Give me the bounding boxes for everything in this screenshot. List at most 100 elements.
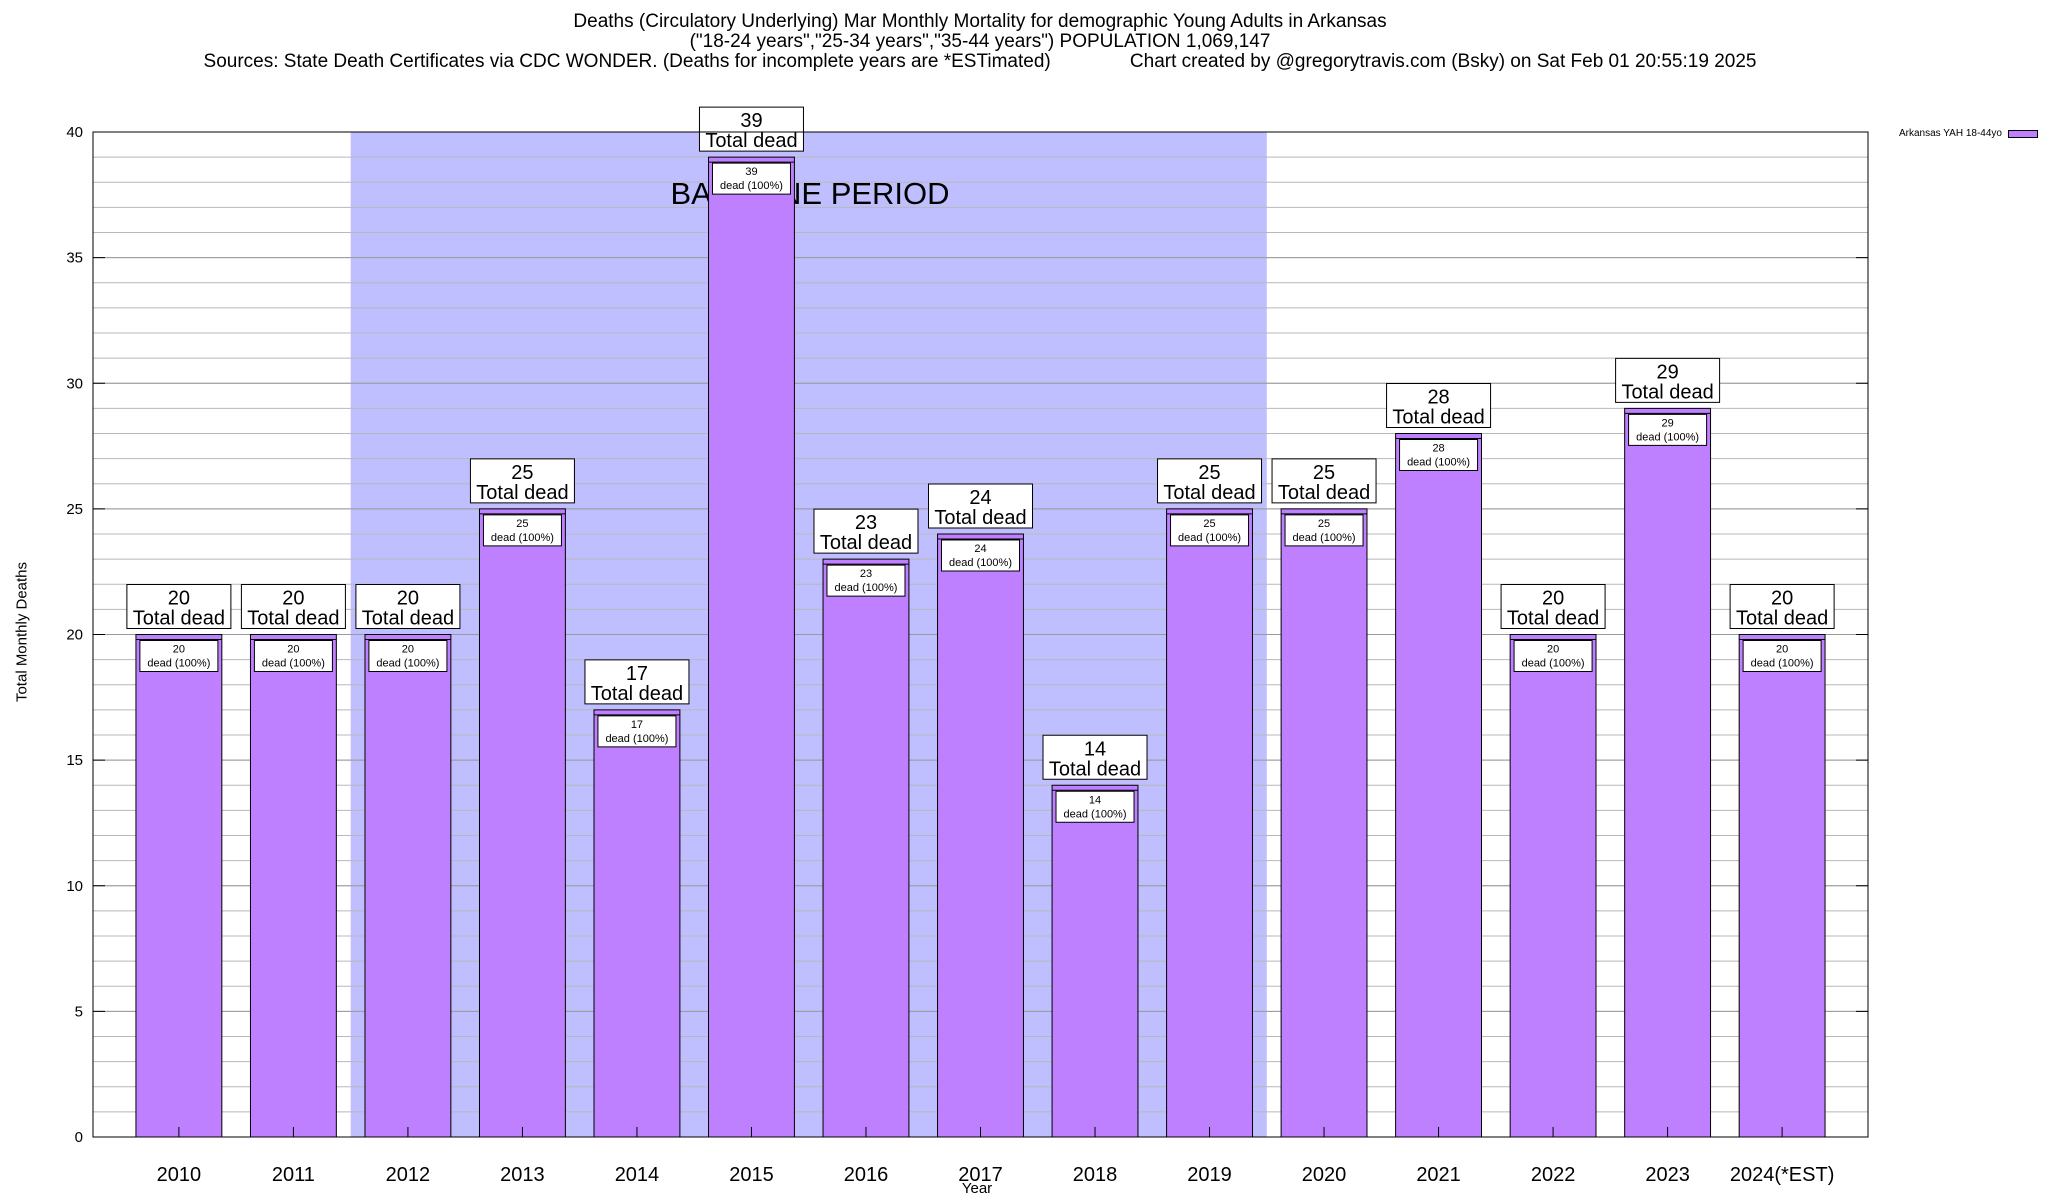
total-label-box (1157, 458, 1263, 504)
total-value-label: 20 (282, 588, 304, 610)
y-tick-label: 15 (66, 752, 83, 769)
x-tick-label: 2020 (1302, 1164, 1347, 1186)
total-value-label: 14 (1084, 738, 1106, 760)
inner-value-label: 25 (1318, 518, 1330, 530)
total-value-label: 20 (168, 588, 190, 610)
inner-percent-label: dead (100%) (1751, 658, 1814, 670)
chart-subtitle: ("18-24 years","25-34 years","35-44 year… (689, 31, 1271, 52)
inner-value-label: 39 (745, 166, 757, 178)
bar (1280, 508, 1368, 1138)
y-tick-label: 40 (66, 124, 83, 141)
x-tick-label: 2015 (729, 1164, 774, 1186)
total-label-box (1615, 357, 1721, 403)
x-tick-label: 2014 (615, 1164, 660, 1186)
inner-label-box (139, 640, 219, 672)
x-tick-label: 2013 (500, 1164, 545, 1186)
x-tick-label: 2010 (157, 1164, 202, 1186)
x-axis-label: Year (961, 1180, 993, 1197)
y-tick-label: 25 (66, 501, 83, 518)
total-text-label: Total dead (705, 130, 797, 152)
total-label-box (355, 584, 461, 629)
total-text-label: Total dead (1163, 482, 1255, 504)
inner-label-box (941, 539, 1020, 572)
x-tick-label: 2016 (844, 1164, 889, 1186)
inner-value-label: 25 (516, 518, 528, 530)
total-text-label: Total dead (820, 532, 912, 554)
total-value-label: 29 (1656, 361, 1678, 383)
total-text-label: Total dead (247, 608, 339, 630)
inner-value-label: 29 (1661, 417, 1673, 429)
inner-label-box (1284, 514, 1364, 547)
bar (593, 709, 681, 1138)
inner-value-label: 23 (860, 568, 872, 580)
total-value-label: 20 (397, 588, 419, 610)
bar (1166, 508, 1253, 1138)
total-label-box (698, 106, 804, 152)
bar (708, 156, 795, 1138)
inner-label-box (253, 640, 333, 672)
inner-value-label: 20 (1776, 644, 1788, 656)
inner-percent-label: dead (100%) (1293, 532, 1356, 544)
total-label-box (1386, 383, 1492, 428)
total-text-label: Total dead (476, 482, 568, 504)
bar (1624, 407, 1712, 1138)
total-text-label: Total dead (1736, 608, 1828, 630)
x-tick-label: 2012 (386, 1164, 431, 1186)
total-label-box (469, 458, 575, 504)
y-tick-label: 20 (66, 627, 83, 644)
total-label-box (1729, 584, 1835, 629)
x-tick-label: 2018 (1073, 1164, 1118, 1186)
inner-percent-label: dead (100%) (1522, 658, 1585, 670)
x-tick-label: 2024(*EST) (1730, 1164, 1835, 1186)
bar (1051, 784, 1139, 1138)
y-tick-label: 35 (66, 250, 83, 267)
bar (1738, 634, 1826, 1138)
bar (822, 558, 910, 1138)
inner-label-box (826, 564, 906, 597)
x-tick-label: 2011 (272, 1164, 315, 1186)
x-tick-label: 2019 (1187, 1164, 1232, 1186)
inner-percent-label: dead (100%) (491, 532, 554, 544)
total-value-label: 24 (969, 487, 991, 509)
plot-frame (92, 131, 1869, 1138)
bar (249, 634, 337, 1138)
bar (1509, 634, 1597, 1138)
total-label-box (928, 483, 1033, 529)
total-value-label: 39 (740, 110, 762, 132)
legend-label: Arkansas YAH 18-44yo (1898, 128, 2002, 139)
inner-value-label: 17 (631, 719, 643, 731)
x-tick-label: 2022 (1531, 1164, 1576, 1186)
total-value-label: 25 (1198, 462, 1220, 484)
total-text-label: Total dead (591, 683, 683, 705)
total-text-label: Total dead (934, 507, 1026, 529)
total-label-box (126, 584, 232, 629)
inner-label-box (482, 514, 562, 547)
chart-title: Deaths (Circulatory Underlying) Mar Mont… (573, 11, 1387, 32)
inner-value-label: 20 (1547, 644, 1559, 656)
y-tick-label: 10 (66, 878, 83, 895)
total-label-box (1042, 734, 1148, 780)
inner-percent-label: dead (100%) (1178, 532, 1241, 544)
total-text-label: Total dead (1507, 608, 1599, 630)
x-tick-label: 2023 (1645, 1164, 1690, 1186)
total-label-box (240, 584, 346, 629)
inner-percent-label: dead (100%) (949, 557, 1012, 569)
legend-swatch (2008, 129, 2038, 138)
total-value-label: 28 (1427, 387, 1449, 409)
inner-percent-label: dead (100%) (720, 180, 783, 192)
inner-percent-label: dead (100%) (1407, 457, 1470, 469)
total-label-box (584, 659, 690, 705)
inner-percent-label: dead (100%) (1064, 808, 1127, 820)
total-value-label: 23 (855, 512, 877, 534)
inner-label-box (597, 715, 677, 748)
inner-label-box (1399, 439, 1479, 471)
inner-value-label: 24 (974, 543, 986, 555)
total-value-label: 17 (626, 663, 648, 685)
total-value-label: 25 (511, 462, 533, 484)
inner-percent-label: dead (100%) (262, 658, 325, 670)
chart-sources: Sources: State Death Certificates via CD… (203, 51, 1757, 72)
inner-label-box (368, 640, 448, 672)
total-text-label: Total dead (362, 608, 454, 630)
y-tick-label: 30 (66, 375, 83, 392)
